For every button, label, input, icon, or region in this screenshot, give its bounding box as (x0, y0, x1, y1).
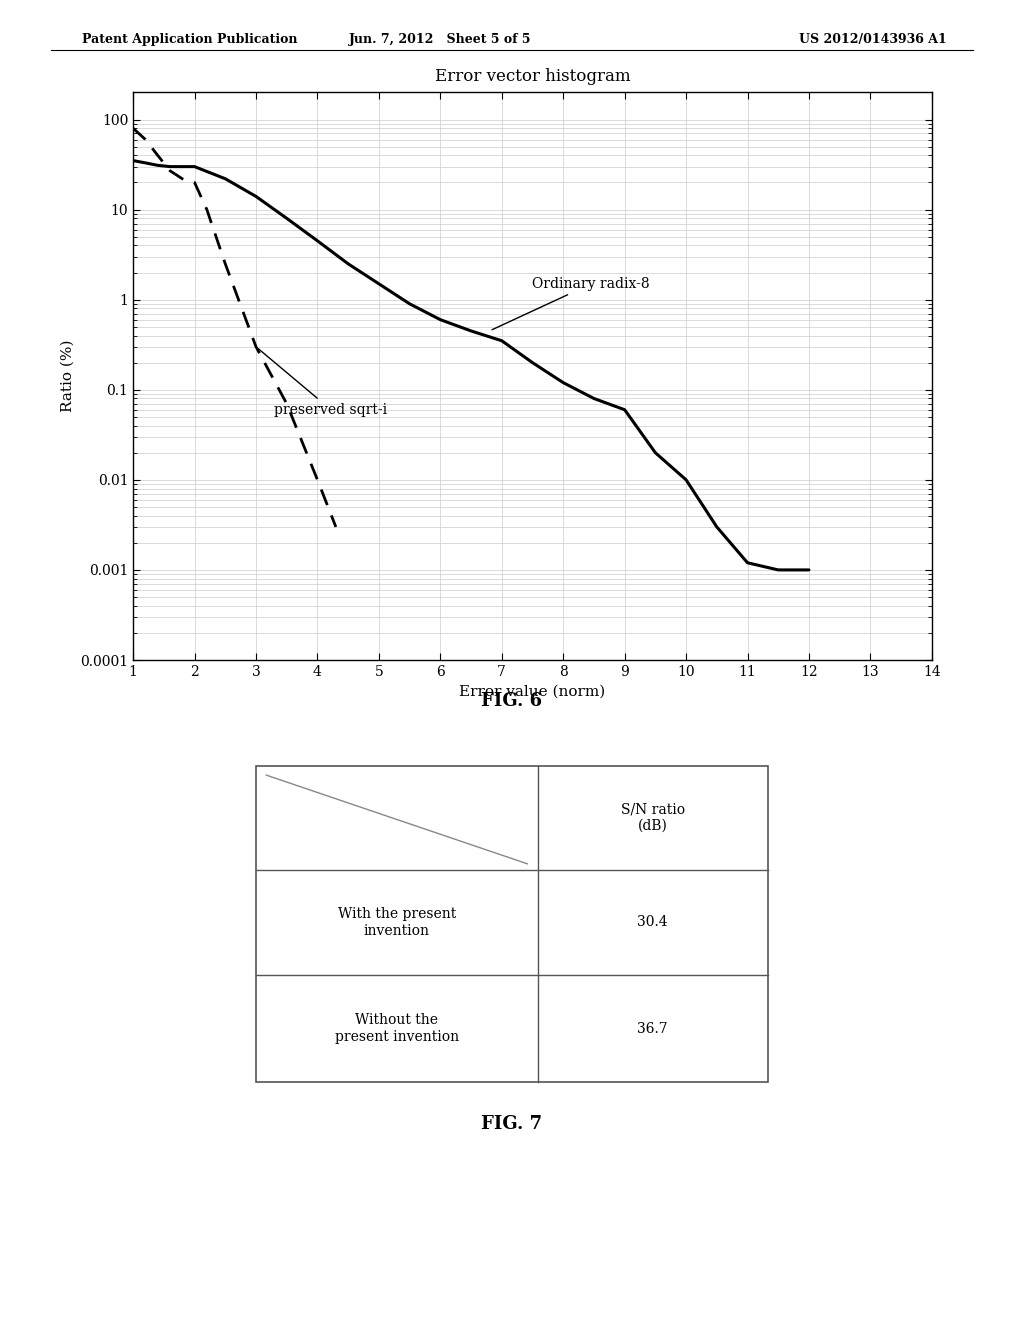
Point (260, 767, 272, 783)
Text: 36.7: 36.7 (638, 1022, 668, 1036)
Text: With the present
invention: With the present invention (338, 907, 456, 937)
Text: Without the
present invention: Without the present invention (335, 1014, 459, 1044)
Point (521, 855, 534, 871)
Line: 2 pts: 2 pts (266, 775, 527, 863)
Y-axis label: Ratio (%): Ratio (%) (60, 341, 75, 412)
Text: 30.4: 30.4 (638, 915, 668, 929)
Text: FIG. 6: FIG. 6 (481, 692, 543, 710)
Text: preserved sqrt-i: preserved sqrt-i (258, 348, 387, 417)
Text: Patent Application Publication: Patent Application Publication (82, 33, 297, 46)
X-axis label: Error value (norm): Error value (norm) (460, 684, 605, 698)
Text: FIG. 7: FIG. 7 (481, 1114, 543, 1133)
Text: Ordinary radix-8: Ordinary radix-8 (492, 277, 650, 330)
Text: Jun. 7, 2012   Sheet 5 of 5: Jun. 7, 2012 Sheet 5 of 5 (349, 33, 531, 46)
Title: Error vector histogram: Error vector histogram (434, 69, 631, 86)
Text: S/N ratio
(dB): S/N ratio (dB) (621, 803, 685, 833)
Text: US 2012/0143936 A1: US 2012/0143936 A1 (799, 33, 946, 46)
